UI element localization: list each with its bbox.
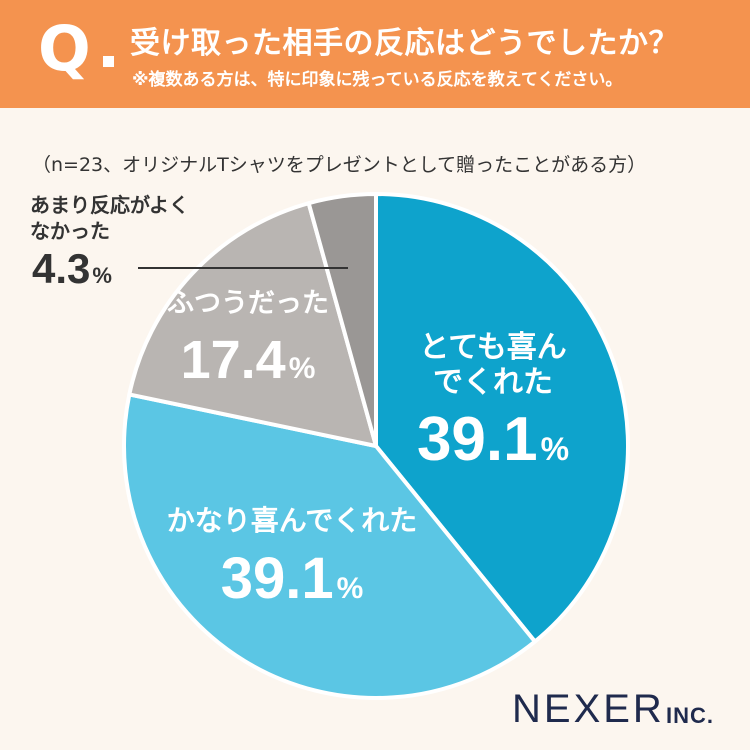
slice-label-1-line-2: でくれた: [433, 365, 553, 400]
slice-value-number-1: 39.1: [417, 405, 538, 474]
question-mark: Q: [38, 12, 91, 85]
pie-slice-2: [122, 392, 537, 701]
question-header: Q 受け取った相手の反応はどうでしたか？ ※複数ある方は、特に印象に残っている反…: [0, 0, 750, 108]
slice-value-2: 39.1%: [221, 546, 364, 611]
slice-value-unit-3: %: [289, 352, 316, 385]
question-mark-dot: [103, 56, 114, 67]
external-slice-label: あまり反応がよくなかった: [30, 193, 189, 243]
slice-value-number-3: 17.4: [181, 330, 286, 390]
external-slice-value-unit: %: [92, 263, 112, 288]
brand-logo: NEXER: [512, 687, 665, 731]
slice-value-unit-1: %: [541, 431, 569, 467]
pie-slice-1: [374, 192, 631, 644]
slice-value-number-2: 39.1: [221, 546, 334, 611]
sample-note: （n=23、オリジナルTシャツをプレゼントとして贈ったことがある方）: [32, 154, 647, 176]
slice-label-2: かなり喜んでくれた: [167, 504, 418, 537]
slice-label-1-line-1: とても喜ん: [419, 330, 567, 365]
pie-slice-3: [127, 201, 378, 448]
slice-value-1: 39.1%: [417, 405, 569, 474]
slice-label-3: ふつうだった: [167, 288, 329, 319]
slice-value-3: 17.4%: [181, 330, 316, 390]
pie-slice-4: [306, 192, 378, 448]
question-note: ※複数ある方は、特に印象に残っている反応を教えてください。: [132, 70, 623, 90]
pie-slices: [122, 192, 631, 701]
question-title: 受け取った相手の反応はどうでしたか？: [130, 26, 679, 61]
brand-logo-suffix: INC.: [666, 703, 714, 728]
external-slice-value-number: 4.3: [32, 245, 91, 292]
external-slice-value: 4.3%: [32, 245, 112, 293]
slice-value-unit-2: %: [337, 572, 364, 605]
